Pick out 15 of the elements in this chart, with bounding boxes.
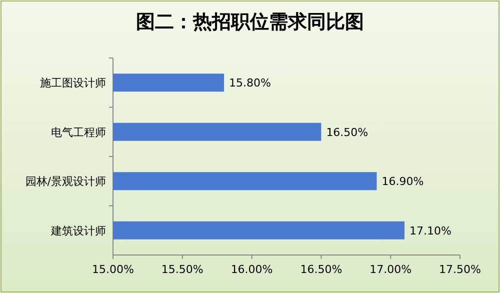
x-tick-label: 16.50% [300, 263, 342, 276]
x-tick-label: 17.00% [370, 263, 412, 276]
x-tick-label: 16.00% [230, 263, 273, 276]
data-label: 15.80% [229, 76, 271, 90]
x-tick-label: 15.50% [161, 263, 204, 276]
y-tick-label: 园林/景观设计师 [25, 175, 106, 188]
data-label: 16.90% [382, 175, 424, 188]
data-label: 16.50% [326, 126, 368, 139]
y-tick-label: 电气工程师 [51, 126, 106, 139]
x-tick-label: 15.00% [92, 263, 134, 276]
data-label: 17.10% [409, 224, 452, 238]
y-tick-label: 建筑设计师 [50, 224, 106, 238]
x-tick-label: 17.50% [439, 263, 481, 276]
chart-title: 图二：热招职位需求同比图 [136, 11, 364, 33]
y-tick-label: 施工图设计师 [40, 76, 106, 90]
